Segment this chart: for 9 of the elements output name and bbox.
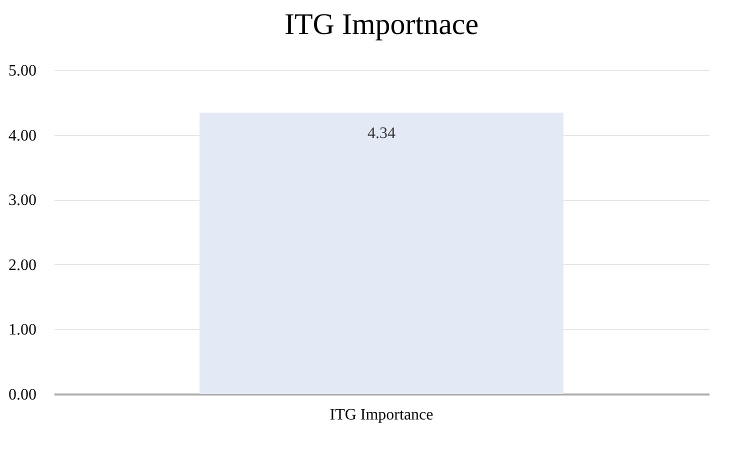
y-tick-label: 1.00 xyxy=(8,322,36,339)
y-tick-label: 5.00 xyxy=(8,62,36,80)
y-tick-label: 2.00 xyxy=(8,256,36,274)
chart-title: ITG Importnace xyxy=(284,8,479,41)
x-tick-label: ITG Importance xyxy=(330,406,434,424)
y-tick-label: 4.00 xyxy=(8,127,36,144)
y-tick-label: 0.00 xyxy=(8,386,36,404)
data-label: 4.34 xyxy=(368,124,396,142)
y-tick-label: 3.00 xyxy=(8,192,36,210)
